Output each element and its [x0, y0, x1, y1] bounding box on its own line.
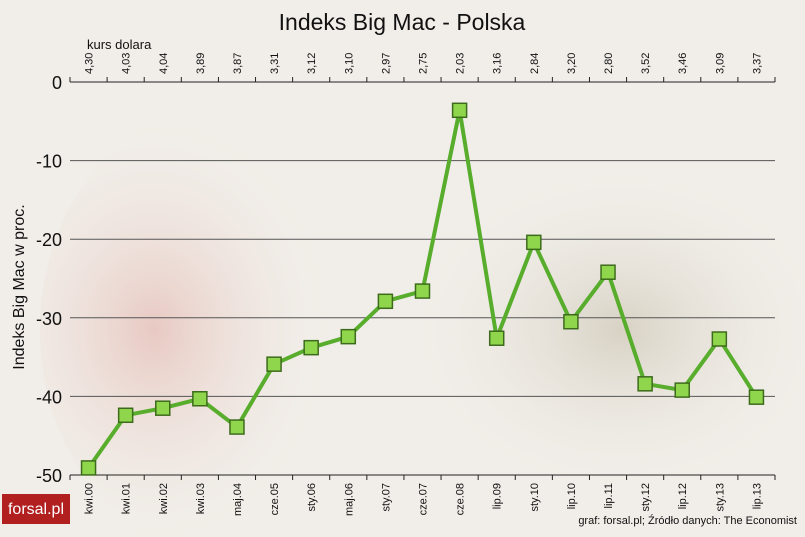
top-tick-label: 3,12	[306, 53, 318, 74]
data-point	[637, 376, 653, 392]
y-axis-label: Indeks Big Mac w proc.	[11, 204, 28, 369]
top-tick-label: 4,04	[158, 53, 170, 74]
x-tick-label: sty.12	[640, 483, 652, 512]
y-tick-label: -30	[36, 309, 62, 329]
data-point	[563, 313, 579, 330]
data-point	[600, 264, 616, 280]
data-point	[526, 234, 542, 251]
x-tick-label: maj.04	[232, 483, 244, 516]
data-point	[192, 391, 208, 407]
data-point	[748, 389, 765, 405]
background-blur	[40, 100, 420, 537]
y-tick-label: -10	[36, 152, 62, 172]
chart-title: Indeks Big Mac - Polska	[279, 9, 526, 35]
top-tick-label: 3,10	[343, 53, 355, 74]
x-tick-label: sty.13	[714, 483, 726, 512]
top-tick-label: 2,80	[603, 53, 615, 74]
top-tick-label: 3,87	[232, 53, 244, 74]
x-tick-label: sty.06	[306, 483, 318, 512]
x-tick-label: lip.09	[492, 483, 504, 509]
top-tick-label: 3,09	[714, 53, 726, 74]
x-tick-label: kwi.00	[84, 483, 96, 514]
data-point	[155, 400, 171, 416]
x-tick-label: lip.12	[677, 483, 689, 509]
x-tick-label: cze.08	[455, 483, 467, 515]
y-tick-label: -40	[36, 387, 62, 407]
y-tick-label: -50	[36, 466, 62, 486]
x-tick-label: sty.10	[529, 483, 541, 512]
top-tick-label: 4,03	[121, 53, 133, 74]
top-tick-label: 3,20	[566, 53, 578, 74]
data-point	[451, 102, 468, 119]
data-point	[414, 283, 431, 299]
x-tick-label: cze.05	[269, 483, 281, 515]
x-tick-label: lip.10	[566, 483, 578, 509]
x-tick-label: kwi.02	[158, 483, 170, 514]
top-tick-label: 2,75	[418, 53, 430, 74]
x-tick-label: lip.13	[751, 483, 763, 509]
top-tick-label: 2,03	[455, 53, 467, 74]
top-axis-label: kurs dolara	[87, 37, 152, 52]
logo-box	[2, 494, 70, 524]
logo: forsal.pl	[8, 501, 64, 518]
top-tick-label: 3,31	[269, 53, 281, 74]
x-tick-label: kwi.03	[195, 483, 207, 514]
x-tick-label: maj.06	[343, 483, 355, 516]
y-tick-label: 0	[52, 73, 62, 93]
top-tick-label: 2,97	[380, 53, 392, 74]
data-point	[340, 328, 357, 345]
top-tick-label: 3,52	[640, 53, 652, 74]
data-point	[711, 331, 728, 347]
data-point	[377, 293, 394, 310]
x-tick-label: cze.07	[418, 483, 430, 515]
data-point	[674, 382, 690, 398]
data-point	[266, 356, 282, 372]
data-point	[303, 339, 319, 356]
data-point	[80, 460, 97, 476]
data-point	[117, 407, 134, 424]
top-tick-label: 3,46	[677, 53, 689, 74]
top-tick-label: 3,16	[492, 53, 504, 74]
x-tick-label: kwi.01	[121, 483, 133, 514]
y-tick-label: -20	[36, 230, 62, 250]
data-point	[229, 419, 245, 435]
top-tick-label: 2,84	[529, 53, 541, 74]
data-point	[488, 330, 505, 346]
source-note: graf: forsal.pl; Źródło danych: The Econ…	[578, 514, 797, 527]
background-blur	[400, 160, 805, 500]
top-tick-label: 4,30	[84, 53, 96, 74]
x-tick-label: sty.07	[380, 483, 392, 512]
x-tick-label: lip.11	[603, 483, 615, 508]
top-tick-label: 3,89	[195, 53, 207, 74]
top-tick-label: 3,37	[751, 53, 763, 74]
